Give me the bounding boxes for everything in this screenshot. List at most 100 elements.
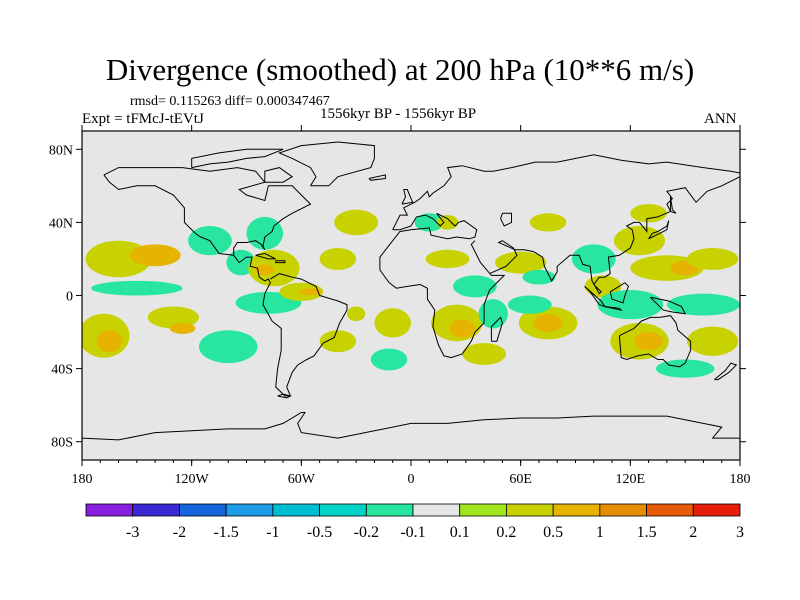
y-tick-label: 0 — [66, 290, 73, 305]
colorbar-label: 0.5 — [543, 524, 563, 541]
colorbar-label: 3 — [736, 524, 744, 541]
coastline — [648, 220, 670, 240]
coastline — [379, 212, 506, 359]
coastline — [670, 196, 677, 214]
coastline — [103, 174, 234, 256]
x-tick-label: 120E — [616, 472, 646, 487]
shaded-region — [255, 264, 274, 276]
shaded-region — [571, 244, 616, 274]
coastline — [264, 167, 294, 183]
shaded-region — [686, 247, 739, 270]
colorbar-label: 0.1 — [450, 524, 470, 541]
coastline — [401, 189, 414, 205]
shaded-region — [319, 247, 357, 270]
colorbar-label: -3 — [126, 524, 139, 541]
x-tick-label: 60E — [509, 472, 532, 487]
shaded-region — [666, 293, 740, 316]
x-tick-label: 60W — [288, 472, 316, 487]
coastline — [714, 362, 738, 381]
shaded-region — [462, 343, 507, 365]
shaded-region — [436, 215, 459, 230]
coastline — [277, 141, 375, 187]
coastline — [609, 282, 630, 304]
shaded-region — [347, 306, 366, 322]
shaded-region — [453, 275, 497, 298]
shaded-region — [226, 249, 256, 276]
y-tick-label: 40S — [51, 363, 73, 378]
colorbar-swatch — [459, 503, 507, 517]
colorbar-swatch — [179, 503, 227, 517]
shaded-region — [414, 213, 444, 232]
coastline — [489, 176, 740, 295]
colorbar-swatch — [692, 503, 741, 517]
shaded-region — [507, 295, 552, 314]
shaded-region — [147, 306, 199, 329]
shaded-region — [495, 251, 547, 274]
shaded-region — [449, 319, 475, 338]
colorbar-label: -1 — [266, 524, 279, 541]
shaded-region — [425, 249, 470, 269]
colorbar-label: -0.1 — [400, 524, 425, 541]
coastline — [604, 306, 623, 311]
colorbar-swatch — [599, 503, 647, 517]
x-tick-label: 180 — [72, 472, 93, 487]
shaded-region — [370, 348, 408, 371]
chart-title: Divergence (smoothed) at 200 hPa (10**6 … — [105, 52, 695, 87]
coastline — [82, 412, 740, 441]
shaded-region — [246, 216, 284, 250]
colorbar-swatch — [552, 503, 601, 517]
colorbar-swatch — [506, 503, 554, 517]
period-label: 1556kyr BP - 1556kyr BP — [320, 106, 477, 122]
coastline — [277, 393, 292, 399]
shaded-region — [597, 290, 664, 320]
shaded-region — [633, 332, 664, 351]
coastline — [255, 252, 276, 260]
colorbar-swatch — [132, 503, 180, 517]
y-tick-label: 80N — [49, 143, 73, 158]
shaded-region — [319, 330, 357, 353]
shaded-region — [169, 322, 196, 334]
colorbar-swatch — [412, 503, 461, 517]
shaded-region — [686, 326, 739, 356]
colorbar-swatch — [85, 503, 134, 517]
shaded-region — [299, 288, 322, 296]
shaded-region — [248, 249, 300, 287]
coastline — [275, 260, 286, 264]
coastline — [368, 174, 386, 181]
shaded-region — [198, 330, 258, 364]
y-tick-label: 80S — [51, 436, 73, 451]
colorbar-label: -0.5 — [307, 524, 332, 541]
colorbar-swatch — [646, 503, 694, 517]
shaded-region — [533, 313, 563, 333]
colorbar-label: 2 — [689, 524, 697, 541]
coastline — [103, 167, 348, 397]
shaded-region — [334, 209, 379, 236]
colorbar-label: 1 — [596, 524, 604, 541]
shaded-region — [655, 359, 715, 378]
coastline — [500, 212, 512, 227]
coastline — [392, 154, 740, 230]
shaded-region — [478, 299, 508, 329]
colorbar-label: -1.5 — [213, 524, 238, 541]
shaded-region — [374, 308, 411, 338]
coastline — [191, 148, 284, 169]
shaded-region — [129, 244, 181, 267]
x-tick-label: 0 — [408, 472, 415, 487]
coastline — [618, 315, 692, 368]
y-tick-label: 40N — [49, 216, 73, 231]
colorbar-label: 0.2 — [496, 524, 516, 541]
colorbar-label: -2 — [173, 524, 186, 541]
shaded-region — [96, 330, 123, 353]
shaded-region — [91, 280, 183, 296]
coastline — [650, 296, 687, 315]
coastline — [490, 316, 503, 342]
x-tick-label: 120W — [175, 472, 210, 487]
shaded-region — [529, 213, 567, 232]
shaded-region — [522, 269, 556, 285]
colorbar-swatch — [319, 503, 367, 517]
experiment-label: Expt = tFMcJ-tEVtJ — [82, 111, 204, 127]
shaded-region — [630, 204, 667, 223]
shaded-region — [584, 275, 622, 298]
stats-label: rmsd= 0.115263 diff= 0.000347467 — [130, 94, 330, 109]
